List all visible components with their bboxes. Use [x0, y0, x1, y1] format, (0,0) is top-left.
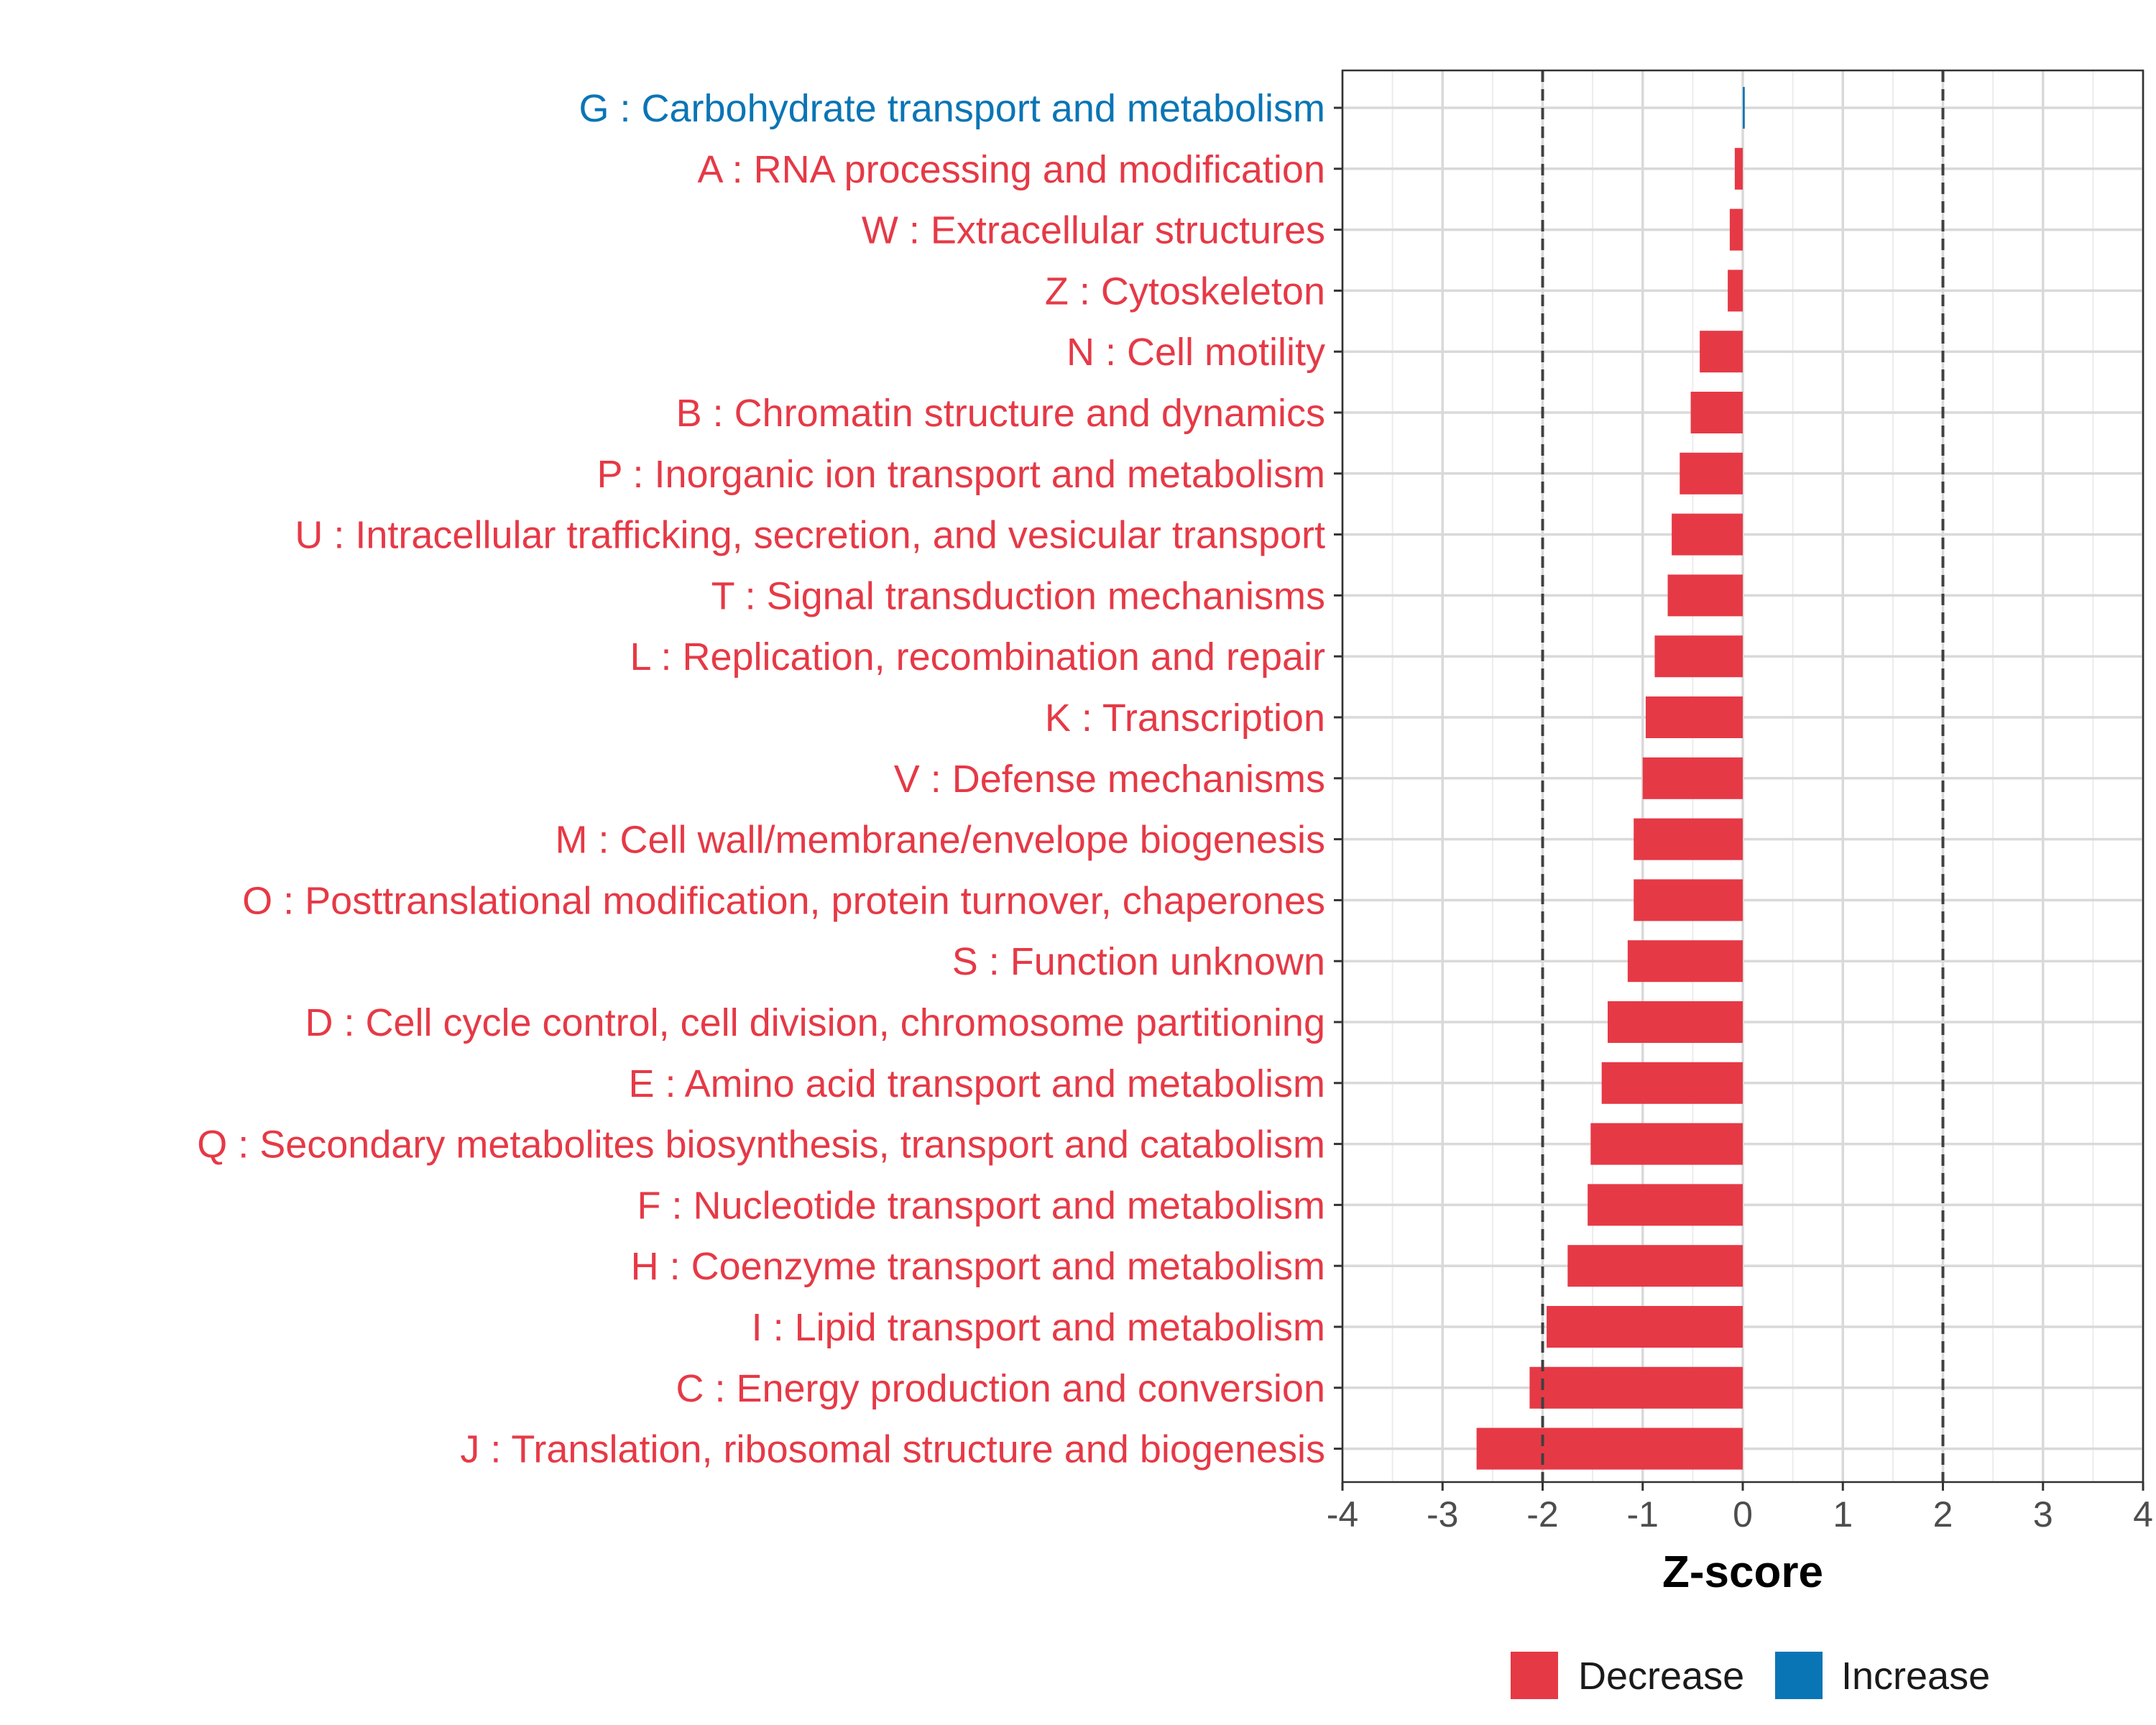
legend-key-increase	[1775, 1652, 1823, 1699]
bar-s	[1627, 940, 1743, 983]
category-label: I : Lipid transport and metabolism	[752, 1306, 1325, 1349]
category-label: S : Function unknown	[952, 940, 1325, 983]
category-label: U : Intracellular trafficking, secretion…	[295, 514, 1325, 557]
bar-k	[1645, 696, 1743, 738]
legend: Decrease Increase	[1511, 1652, 1990, 1699]
bar-m	[1634, 818, 1743, 860]
bar-l	[1654, 635, 1743, 678]
bar-e	[1601, 1062, 1743, 1104]
category-label: O : Posttranslational modification, prot…	[242, 879, 1325, 922]
category-label: M : Cell wall/membrane/envelope biogenes…	[555, 819, 1325, 862]
legend-label-decrease: Decrease	[1578, 1655, 1744, 1698]
x-axis-ticks: -4 -3 -2 -1 0 1 2 3 4	[1327, 1482, 2153, 1535]
category-label: J : Translation, ribosomal structure and…	[460, 1428, 1325, 1471]
bar-q	[1590, 1123, 1743, 1165]
legend-key-decrease	[1511, 1652, 1558, 1699]
category-label: G : Carbohydrate transport and metabolis…	[579, 87, 1326, 130]
bars	[1476, 87, 1745, 1470]
x-axis-title: Z-score	[1662, 1547, 1823, 1597]
x-tick-label: 3	[2033, 1494, 2053, 1535]
bar-u	[1672, 513, 1743, 556]
bar-c	[1529, 1366, 1743, 1409]
bar-o	[1634, 879, 1743, 921]
category-label: E : Amino acid transport and metabolism	[629, 1062, 1325, 1105]
category-label: V : Defense mechanisms	[894, 758, 1325, 801]
bar-n	[1700, 331, 1743, 373]
bar-a	[1734, 147, 1743, 190]
category-label: Q : Secondary metabolites biosynthesis, …	[197, 1123, 1325, 1167]
x-tick-label: -4	[1327, 1494, 1358, 1535]
x-tick-label: 2	[1933, 1494, 1953, 1535]
category-label: Z : Cytoskeleton	[1045, 270, 1325, 313]
x-tick-label: -1	[1627, 1494, 1659, 1535]
bar-b	[1690, 392, 1743, 433]
bar-j	[1476, 1427, 1743, 1470]
bar-i	[1547, 1306, 1743, 1348]
category-label: D : Cell cycle control, cell division, c…	[305, 1001, 1325, 1044]
bar-d	[1608, 1001, 1743, 1043]
category-label: F : Nucleotide transport and metabolism	[637, 1184, 1325, 1227]
bar-w	[1729, 208, 1743, 251]
category-label: N : Cell motility	[1067, 331, 1325, 374]
category-label: L : Replication, recombination and repai…	[630, 635, 1325, 678]
bar-z	[1728, 270, 1743, 312]
bar-t	[1667, 574, 1743, 617]
x-tick-label: 1	[1833, 1494, 1853, 1535]
x-tick-label: 0	[1733, 1494, 1753, 1535]
category-label: P : Inorganic ion transport and metaboli…	[596, 453, 1325, 496]
x-tick-label: -2	[1526, 1494, 1558, 1535]
x-tick-label: -3	[1427, 1494, 1458, 1535]
category-label: K : Transcription	[1045, 696, 1325, 740]
y-axis-ticks: G : Carbohydrate transport and metabolis…	[197, 87, 1342, 1471]
category-label: T : Signal transduction mechanisms	[711, 574, 1325, 617]
x-tick-label: 4	[2133, 1494, 2153, 1535]
bar-g	[1743, 87, 1745, 129]
category-label: C : Energy production and conversion	[676, 1367, 1325, 1410]
legend-label-increase: Increase	[1841, 1655, 1990, 1698]
category-label: B : Chromatin structure and dynamics	[676, 392, 1325, 435]
bar-h	[1567, 1245, 1743, 1287]
category-label: W : Extracellular structures	[862, 209, 1325, 252]
category-label: A : RNA processing and modification	[698, 148, 1325, 191]
bar-f	[1588, 1184, 1743, 1226]
bar-v	[1642, 757, 1743, 799]
bar-p	[1680, 452, 1743, 494]
category-label: H : Coenzyme transport and metabolism	[631, 1245, 1325, 1288]
reference-lines	[1541, 70, 1945, 1482]
